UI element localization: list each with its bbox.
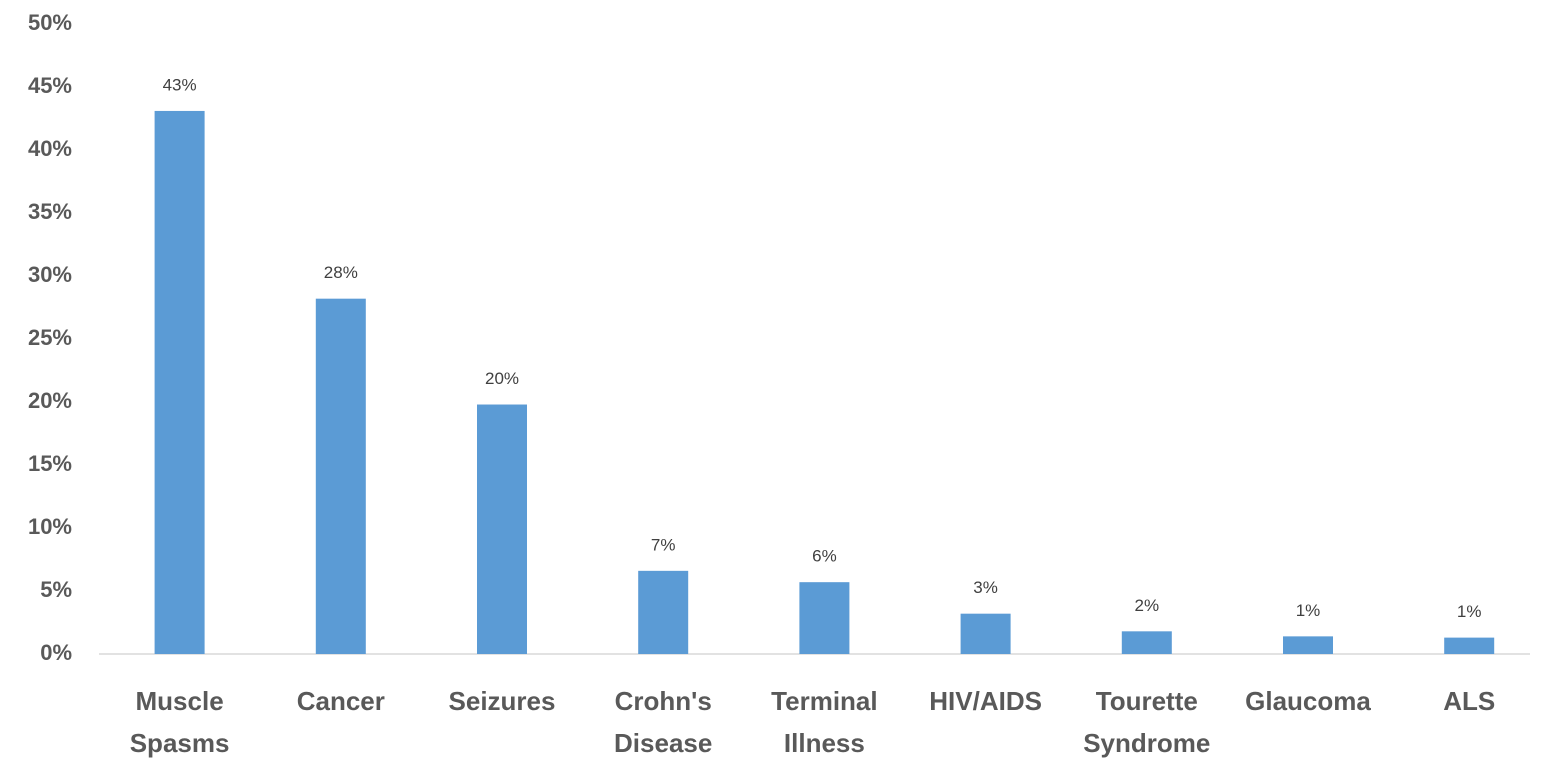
data-label: 20% xyxy=(485,369,519,388)
x-tick-label: ALS xyxy=(1443,686,1495,716)
data-label: 7% xyxy=(651,535,676,554)
y-tick-label: 15% xyxy=(28,451,72,476)
bar xyxy=(1121,631,1172,654)
y-tick-label: 0% xyxy=(40,640,72,665)
bar xyxy=(154,110,205,654)
x-tick-label: Cancer xyxy=(297,686,385,716)
y-tick-label: 20% xyxy=(28,388,72,413)
data-label: 2% xyxy=(1135,596,1160,615)
y-tick-label: 35% xyxy=(28,199,72,224)
x-tick-label: Tourette Syndrome xyxy=(1083,686,1210,758)
data-label: 28% xyxy=(324,263,358,282)
data-label: 1% xyxy=(1457,602,1482,621)
bar xyxy=(638,570,689,654)
x-tick-label: Seizures xyxy=(449,686,556,716)
data-label: 6% xyxy=(812,547,837,566)
data-label: 3% xyxy=(973,578,998,597)
y-tick-label: 30% xyxy=(28,262,72,287)
x-tick-label: HIV/AIDS xyxy=(929,686,1042,716)
bar xyxy=(960,613,1011,654)
bar xyxy=(477,404,527,654)
y-tick-label: 5% xyxy=(40,577,72,602)
data-label: 1% xyxy=(1296,601,1321,620)
bar xyxy=(799,582,850,654)
y-tick-label: 45% xyxy=(28,73,72,98)
data-label: 43% xyxy=(163,75,197,94)
y-tick-label: 25% xyxy=(28,325,72,350)
x-tick-label: Glaucoma xyxy=(1245,686,1371,716)
y-tick-label: 10% xyxy=(28,514,72,539)
bar xyxy=(1444,637,1495,654)
bar xyxy=(315,298,366,654)
x-tick-label: Crohn's Disease xyxy=(614,686,712,758)
bar xyxy=(1283,636,1333,654)
x-tick-label: Terminal Illness xyxy=(771,686,877,758)
y-tick-label: 50% xyxy=(28,10,72,35)
y-tick-label: 40% xyxy=(28,136,72,161)
x-tick-label: Muscle Spasms xyxy=(130,686,230,758)
